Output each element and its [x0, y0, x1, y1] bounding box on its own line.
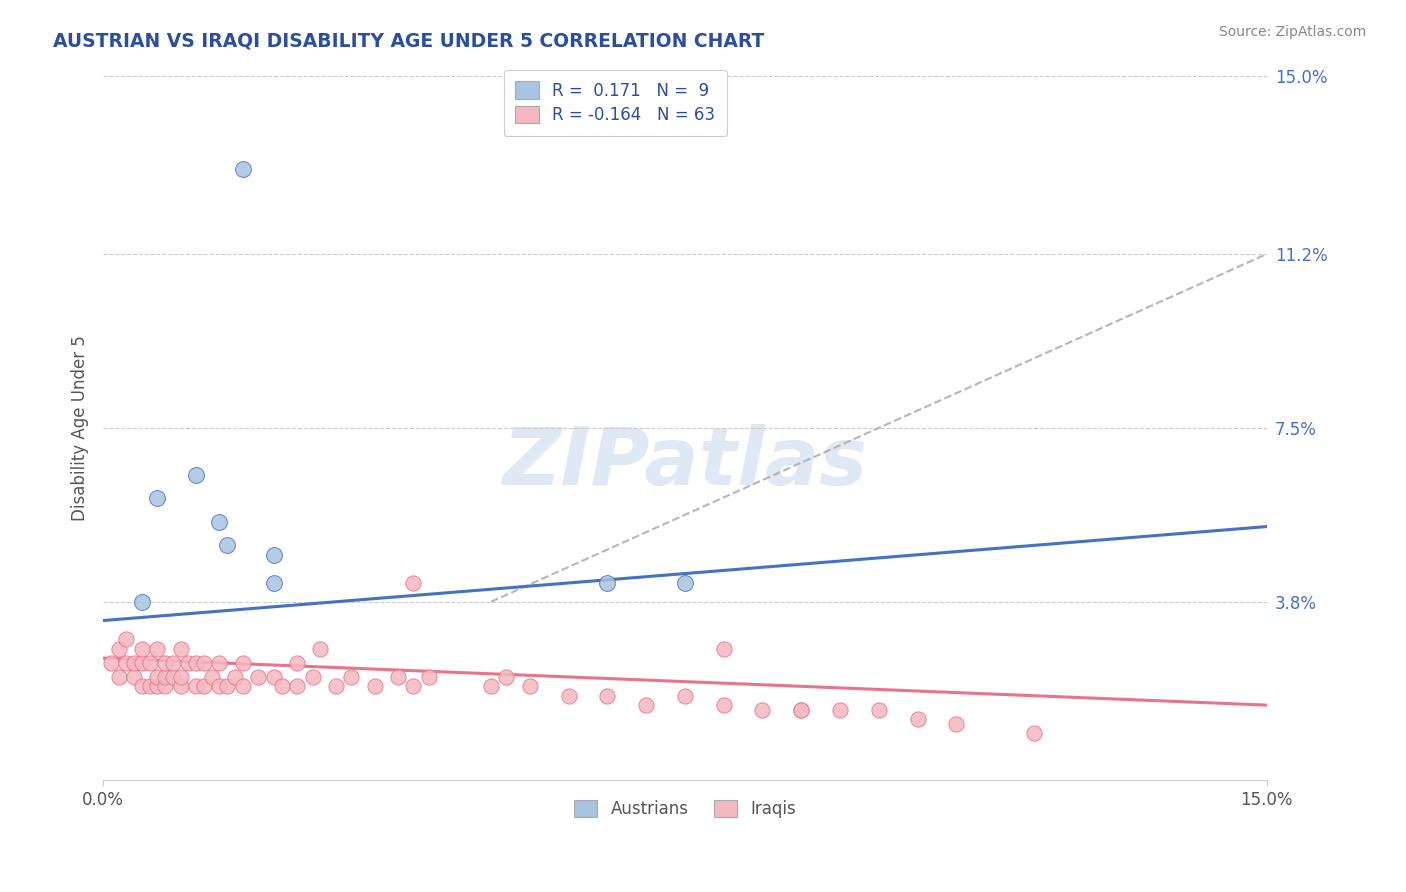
Point — [115, 656, 138, 670]
Point — [285, 656, 308, 670]
Point — [138, 656, 160, 670]
Point — [146, 491, 169, 506]
Point — [636, 698, 658, 712]
Point — [790, 703, 813, 717]
Point — [402, 679, 425, 693]
Point — [170, 670, 193, 684]
Point — [217, 679, 239, 693]
Point — [519, 679, 541, 693]
Point — [208, 515, 231, 529]
Legend: Austrians, Iraqis: Austrians, Iraqis — [567, 793, 803, 825]
Point — [232, 679, 254, 693]
Point — [232, 656, 254, 670]
Point — [270, 679, 292, 693]
Point — [907, 712, 929, 726]
Point — [247, 670, 270, 684]
Point — [162, 656, 184, 670]
Point — [122, 670, 145, 684]
Point — [153, 679, 176, 693]
Point — [232, 162, 254, 177]
Point — [153, 656, 176, 670]
Point — [596, 576, 619, 591]
Point — [122, 656, 145, 670]
Point — [828, 703, 851, 717]
Point — [479, 679, 502, 693]
Y-axis label: Disability Age Under 5: Disability Age Under 5 — [72, 335, 89, 521]
Point — [751, 703, 773, 717]
Point — [363, 679, 385, 693]
Point — [1022, 726, 1045, 740]
Point — [596, 689, 619, 703]
Point — [170, 679, 193, 693]
Point — [170, 641, 193, 656]
Point — [146, 670, 169, 684]
Point — [193, 679, 215, 693]
Text: Source: ZipAtlas.com: Source: ZipAtlas.com — [1219, 25, 1367, 39]
Point — [285, 679, 308, 693]
Point — [673, 576, 696, 591]
Point — [263, 576, 285, 591]
Point — [186, 467, 208, 482]
Point — [107, 641, 129, 656]
Point — [325, 679, 347, 693]
Point — [790, 703, 813, 717]
Point — [186, 656, 208, 670]
Point — [131, 679, 153, 693]
Point — [131, 595, 153, 609]
Point — [107, 670, 129, 684]
Point — [131, 656, 153, 670]
Point — [713, 641, 735, 656]
Point — [263, 548, 285, 562]
Point — [557, 689, 579, 703]
Point — [301, 670, 323, 684]
Point — [224, 670, 246, 684]
Point — [177, 656, 200, 670]
Text: ZIPatlas: ZIPatlas — [502, 425, 868, 502]
Point — [138, 679, 160, 693]
Text: AUSTRIAN VS IRAQI DISABILITY AGE UNDER 5 CORRELATION CHART: AUSTRIAN VS IRAQI DISABILITY AGE UNDER 5… — [53, 31, 765, 50]
Point — [673, 689, 696, 703]
Point — [208, 679, 231, 693]
Point — [193, 656, 215, 670]
Point — [263, 670, 285, 684]
Point — [162, 670, 184, 684]
Point — [153, 670, 176, 684]
Point — [146, 679, 169, 693]
Point — [217, 538, 239, 552]
Point — [201, 670, 224, 684]
Point — [402, 576, 425, 591]
Point — [309, 641, 332, 656]
Point — [115, 632, 138, 647]
Point — [387, 670, 409, 684]
Point — [340, 670, 363, 684]
Point — [945, 717, 967, 731]
Point — [868, 703, 890, 717]
Point — [418, 670, 440, 684]
Point — [100, 656, 122, 670]
Point — [186, 679, 208, 693]
Point — [131, 641, 153, 656]
Point — [495, 670, 517, 684]
Point — [713, 698, 735, 712]
Point — [208, 656, 231, 670]
Point — [146, 641, 169, 656]
